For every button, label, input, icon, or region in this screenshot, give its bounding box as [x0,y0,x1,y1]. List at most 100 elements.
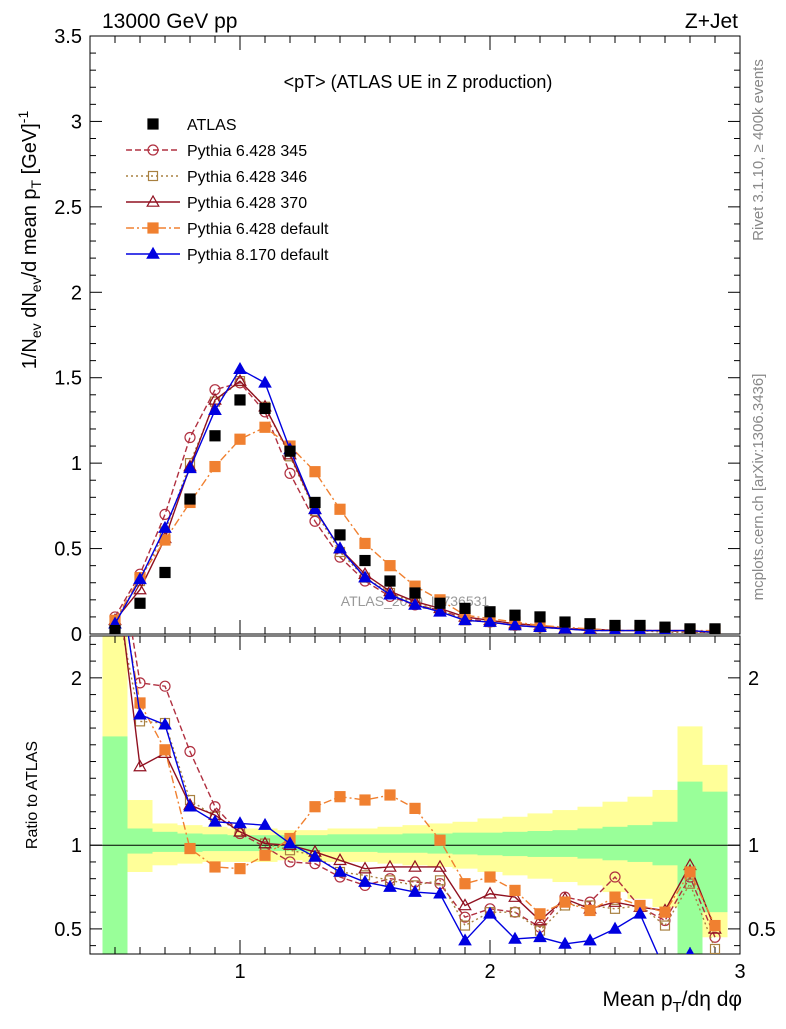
ratio-point-pdef [159,744,171,756]
main-point-p8 [383,587,397,600]
main-point-ATLAS [134,597,146,609]
main-point-p8 [233,361,247,374]
main-point-p8 [408,597,422,610]
main-point-pdef [334,503,346,515]
ratio-point-pdef [459,878,471,890]
main-point-p370 [233,373,247,386]
main-point-pdef [384,560,396,572]
ratio-band-inner [177,833,203,852]
ratio-point-p370 [233,824,247,837]
ratio-y-tick-label: 0.5 [54,919,82,941]
ratio-point-p345 [159,680,171,692]
main-point-ATLAS [434,597,446,609]
ratio-band-inner [152,831,178,852]
legend-label-ATLAS: ATLAS [187,117,237,134]
ratio-point-p8 [583,933,597,946]
ratio-point-pdef [334,791,346,803]
ratio-point-p8 [483,906,497,919]
x-axis-title: Mean pT/dη dφ [602,988,742,1016]
main-point-ATLAS [709,623,721,634]
legend-label-pdef: Pythia 6.428 default [187,221,329,238]
beam-energy-label: 13000 GeV pp [102,10,237,33]
main-point-p345 [184,431,196,444]
main-point-p8 [483,614,497,627]
ratio-point-p8 [133,707,147,720]
main-point-ATLAS [209,430,221,442]
legend: ATLAS Pythia 6.428 345 Pythia 6.428 346 Pyt… [126,117,329,264]
legend-marker-p345 [147,144,159,156]
legend-marker-p346 [147,170,159,182]
ratio-band-inner [502,831,528,857]
ratio-point-pdef [110,556,120,566]
y-tick-label: 1 [71,453,82,475]
ratio-point-p370 [383,859,397,872]
main-y-axis-title: 1/Nev dNev/d mean pT [GeV]-1 [15,111,44,370]
ratio-point-p370 [408,859,422,872]
ratio-line-p345 [131,636,716,938]
ratio-band-inner [402,833,428,853]
legend-marker-p8 [146,246,160,259]
ratio-point-p346 [709,943,721,954]
main-point-p370 [133,582,147,595]
y-tick-label: 0.5 [54,539,82,561]
ratio-point-p8 [533,930,547,943]
legend-marker-p370 [146,194,160,207]
ratio-point-p8 [508,931,522,944]
ratio-point-pdef [234,863,246,875]
main-point-ATLAS [459,602,471,614]
main-point-p8 [158,520,172,533]
ratio-point-p8 [633,906,647,919]
rivet-version-label: Rivet 3.1.10, ≥ 400k events [750,59,767,241]
ratio-point-p8 [233,816,247,829]
ratio-point-p346 [111,590,120,599]
main-point-p8 [333,541,347,554]
ratio-point-p8 [358,874,372,887]
ratio-band-inner [302,835,328,852]
ratio-point-p370 [258,836,272,849]
ratio-point-pdef [684,866,696,878]
ratio-band-inner [452,832,478,855]
main-point-ATLAS [659,621,671,633]
main-point-pdef [159,534,171,546]
main-point-ATLAS [259,402,271,415]
ratio-band-inner [627,825,653,862]
main-point-ATLAS [409,587,421,599]
legend-label-p370: Pythia 6.428 370 [187,195,307,212]
main-point-p8 [358,570,372,583]
ratio-point-p370 [483,886,497,899]
ratio-point-pdef [259,849,271,861]
main-point-p8 [558,621,572,634]
main-point-p8 [458,613,472,626]
ratio-band-inner [552,830,578,857]
legend-marker-ATLAS [147,118,159,130]
main-point-p345 [309,515,321,527]
main-point-ATLAS [184,493,196,505]
ratio-point-p8 [608,921,622,934]
ratio-point-p346 [609,903,621,914]
main-point-ATLAS [634,619,646,632]
y-tick-label: 1.5 [54,368,82,390]
ratio-y-tick-label: 2 [71,668,82,690]
ratio-band-inner [327,834,353,852]
ratio-band-inner [602,826,628,861]
ratio-data-layer [110,522,722,954]
ratio-point-pdef [384,789,396,801]
legend-label-p346: Pythia 6.428 346 [187,169,307,186]
legend-label-p8: Pythia 8.170 default [187,247,329,264]
main-point-ATLAS [284,445,296,457]
main-point-ATLAS [684,623,696,634]
ratio-point-p8 [183,799,197,812]
main-point-ATLAS [309,496,321,509]
ratio-point-p345 [110,522,120,532]
mcplots-reference-label: mcplots.cern.ch [arXiv:1306.3436] [750,374,767,601]
ratio-point-p370 [508,889,522,902]
ratio-y-tick-label-right: 0.5 [748,919,776,941]
x-tick-label: 3 [734,961,745,983]
ratio-band-inner [352,834,378,852]
ratio-point-pdef [434,834,446,846]
ratio-point-p8 [685,946,695,954]
ratio-point-p8 [433,886,447,899]
ratio-point-p345 [459,911,471,923]
